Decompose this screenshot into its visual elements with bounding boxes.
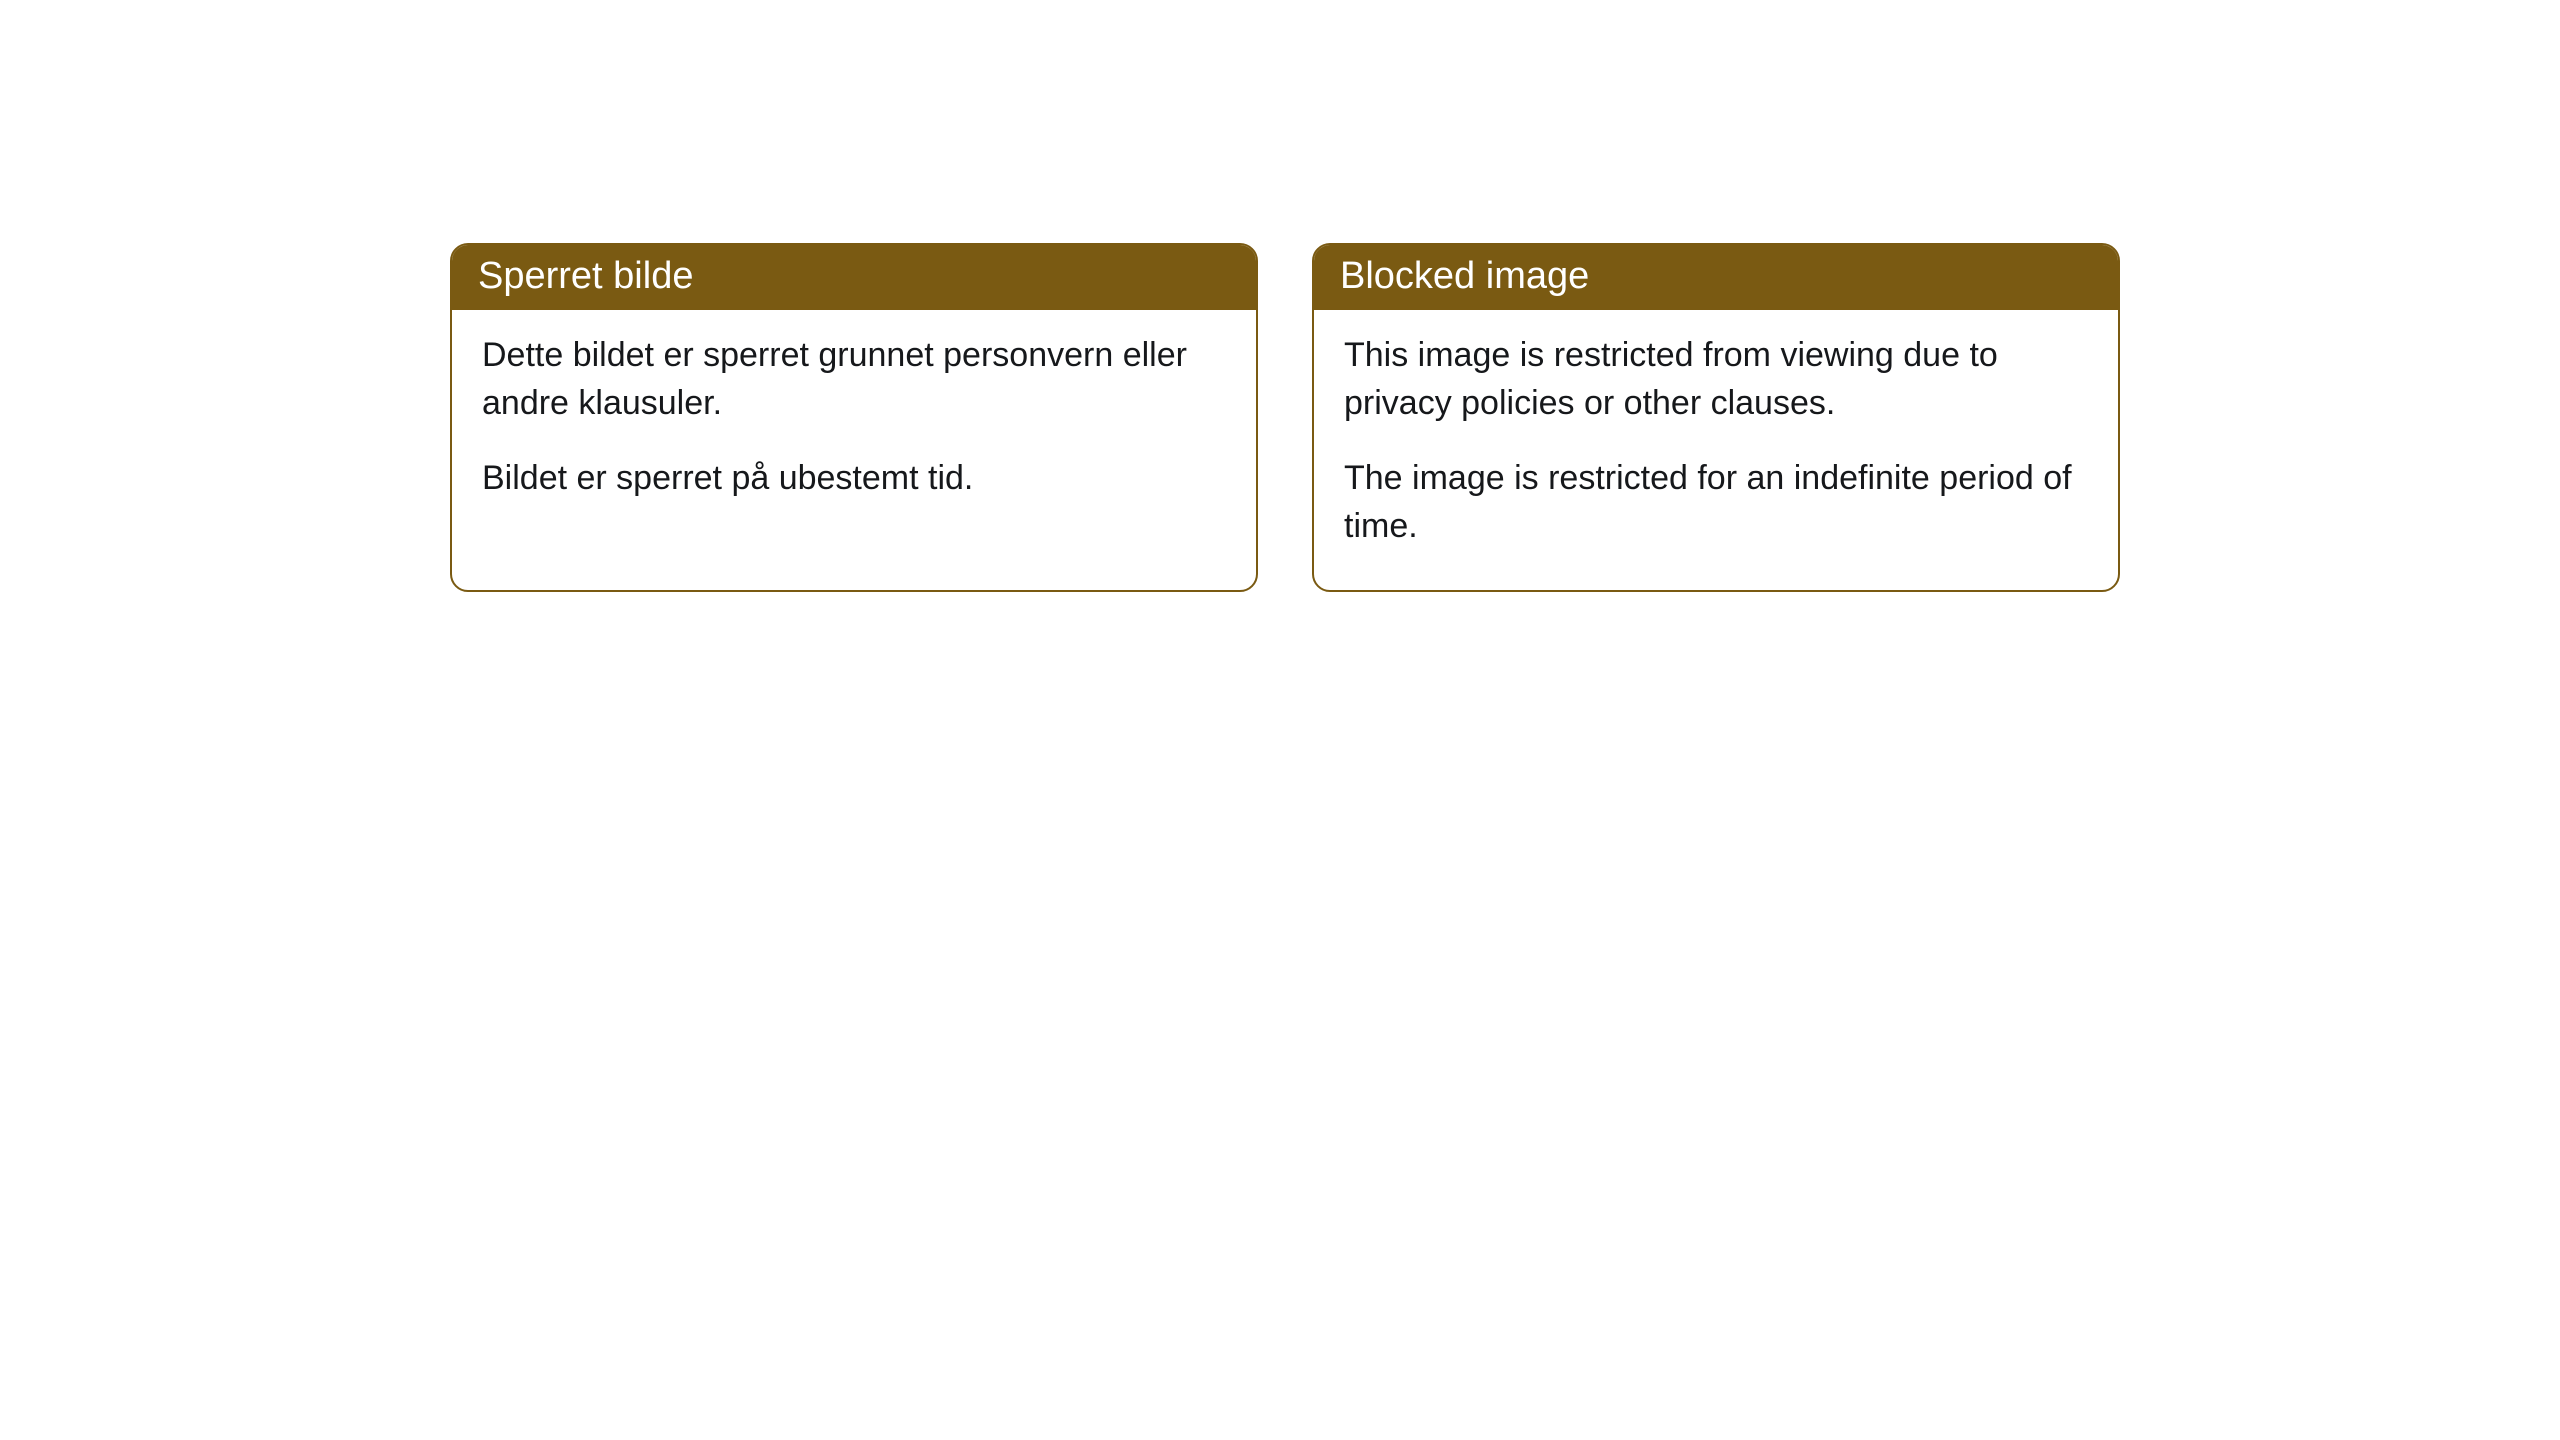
card-body-norwegian: Dette bildet er sperret grunnet personve… — [452, 310, 1256, 543]
card-paragraph: The image is restricted for an indefinit… — [1344, 455, 2088, 550]
card-header-english: Blocked image — [1314, 245, 2118, 310]
card-paragraph: Bildet er sperret på ubestemt tid. — [482, 455, 1226, 503]
card-header-norwegian: Sperret bilde — [452, 245, 1256, 310]
card-paragraph: This image is restricted from viewing du… — [1344, 332, 2088, 427]
card-body-english: This image is restricted from viewing du… — [1314, 310, 2118, 590]
cards-container: Sperret bilde Dette bildet er sperret gr… — [0, 0, 2560, 592]
card-norwegian: Sperret bilde Dette bildet er sperret gr… — [450, 243, 1258, 592]
card-paragraph: Dette bildet er sperret grunnet personve… — [482, 332, 1226, 427]
card-english: Blocked image This image is restricted f… — [1312, 243, 2120, 592]
